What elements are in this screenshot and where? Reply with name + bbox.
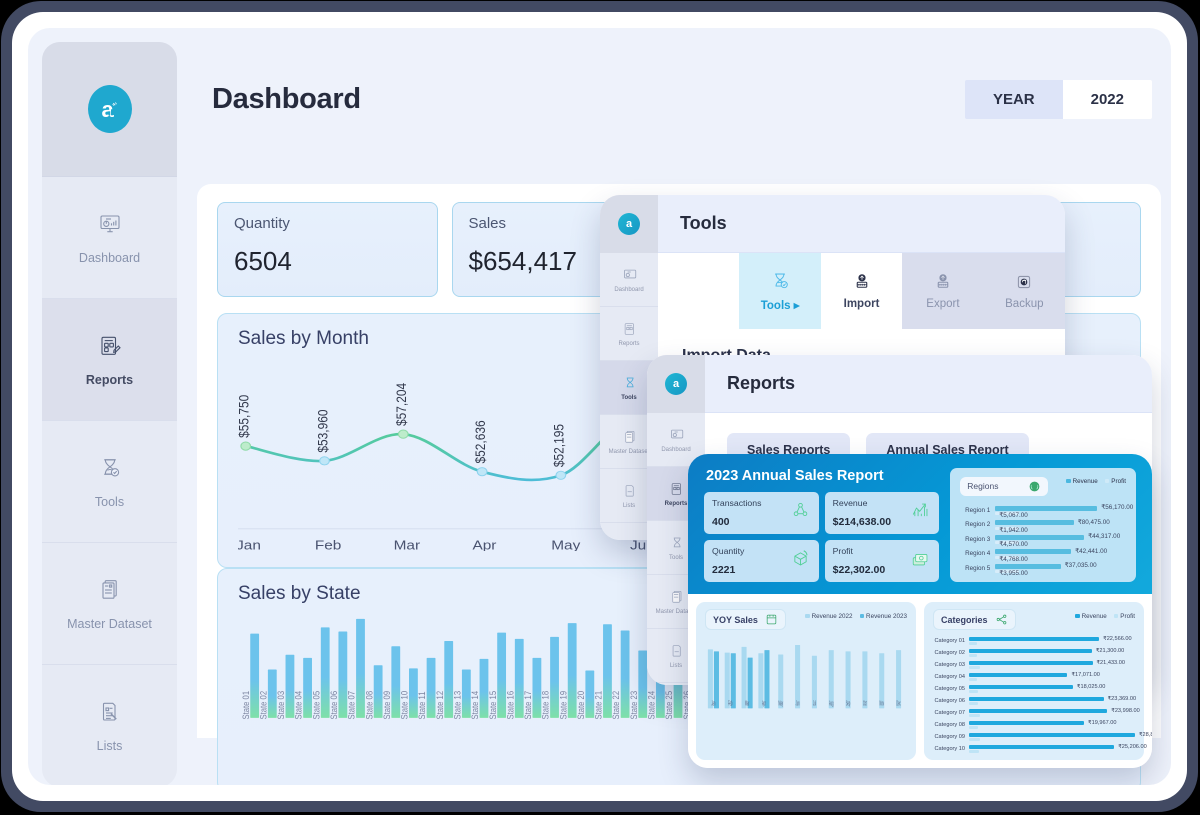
svg-text:Apr: Apr bbox=[472, 538, 496, 551]
svg-text:Jul: Jul bbox=[813, 700, 816, 708]
svg-text:$55,750: $55,750 bbox=[238, 395, 252, 438]
svg-text:State 11: State 11 bbox=[416, 691, 427, 719]
svg-text:$52,636: $52,636 bbox=[472, 420, 488, 463]
svg-text:State 12: State 12 bbox=[434, 691, 445, 720]
svg-text:State 25: State 25 bbox=[663, 691, 674, 720]
svg-text:Mar: Mar bbox=[394, 538, 421, 551]
svg-text:State 14: State 14 bbox=[469, 691, 480, 720]
svg-text:State 01: State 01 bbox=[240, 691, 251, 720]
svg-text:State 02: State 02 bbox=[258, 691, 269, 720]
svg-text:Jan: Jan bbox=[238, 538, 261, 551]
svg-text:$53,960: $53,960 bbox=[314, 410, 330, 453]
svg-text:Apr: Apr bbox=[762, 700, 766, 708]
svg-text:Mar: Mar bbox=[745, 700, 749, 708]
svg-text:State 19: State 19 bbox=[558, 691, 569, 720]
svg-text:$57,204: $57,204 bbox=[393, 383, 409, 426]
svg-text:State 10: State 10 bbox=[399, 691, 410, 720]
svg-text:Dec: Dec bbox=[896, 700, 901, 708]
svg-text:State 18: State 18 bbox=[540, 691, 551, 720]
svg-text:State 17: State 17 bbox=[522, 691, 533, 720]
svg-text:State 13: State 13 bbox=[452, 691, 463, 720]
svg-text:Oct: Oct bbox=[863, 700, 867, 708]
svg-text:State 22: State 22 bbox=[610, 691, 621, 720]
svg-text:State 05: State 05 bbox=[311, 691, 322, 720]
svg-text:State 07: State 07 bbox=[346, 691, 357, 720]
svg-text:Sep: Sep bbox=[846, 700, 850, 708]
svg-text:State 04: State 04 bbox=[293, 691, 304, 720]
svg-text:State 23: State 23 bbox=[628, 691, 639, 720]
svg-text:State 09: State 09 bbox=[381, 691, 392, 720]
svg-text:State 16: State 16 bbox=[505, 691, 516, 720]
svg-text:State 21: State 21 bbox=[593, 691, 604, 720]
svg-text:$52,195: $52,195 bbox=[551, 424, 567, 467]
svg-text:Nov: Nov bbox=[880, 700, 885, 708]
svg-text:Feb: Feb bbox=[728, 700, 732, 708]
svg-text:State 03: State 03 bbox=[275, 691, 286, 720]
svg-text:May: May bbox=[778, 700, 783, 708]
svg-text:State 20: State 20 bbox=[575, 691, 586, 720]
svg-text:State 06: State 06 bbox=[328, 691, 339, 720]
svg-text:State 08: State 08 bbox=[364, 691, 375, 720]
svg-text:Jun: Jun bbox=[796, 700, 800, 708]
svg-text:State 24: State 24 bbox=[646, 691, 657, 720]
svg-text:Aug: Aug bbox=[829, 700, 833, 708]
svg-text:State 15: State 15 bbox=[487, 691, 498, 720]
svg-text:Jan: Jan bbox=[711, 700, 715, 708]
svg-text:May: May bbox=[551, 538, 581, 551]
svg-text:Feb: Feb bbox=[315, 538, 342, 551]
